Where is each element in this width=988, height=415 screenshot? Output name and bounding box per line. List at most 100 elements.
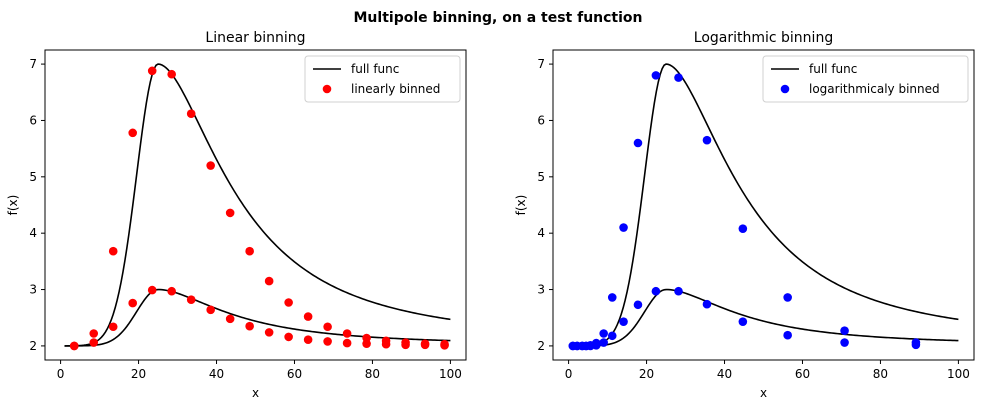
legend-marker-swatch (780, 84, 790, 94)
binned-point (245, 246, 254, 256)
subplot-2: Logarithmic binning 0 20 40 60 80 100 2 3 4 5 6 7 x f(… (514, 30, 975, 400)
binned-point (225, 208, 235, 218)
y-axis-label: f(x) (6, 195, 20, 216)
x-tick-label: 20 (639, 367, 654, 381)
x-tick-label: 40 (209, 367, 224, 381)
binned-point (323, 322, 332, 332)
binned-point (783, 293, 792, 302)
x-axis-label: x (760, 386, 767, 400)
binned-point (420, 340, 430, 350)
binned-point (633, 138, 643, 148)
x-tick-label: 0 (57, 367, 65, 381)
subplot-title: Logarithmic binning (694, 30, 833, 46)
binned-point (303, 335, 313, 345)
x-tick-label: 80 (873, 367, 888, 381)
x-tick-label: 100 (439, 367, 462, 381)
binned-point (738, 317, 748, 326)
y-tick-label: 7 (537, 57, 545, 71)
y-tick-label: 6 (29, 113, 37, 127)
binned-point (651, 71, 661, 80)
binned-point (342, 338, 352, 348)
y-tick-label: 2 (29, 339, 37, 353)
binned-point (89, 338, 99, 347)
binned-point (619, 223, 628, 232)
binned-point (607, 331, 617, 341)
y-tick-label: 5 (29, 170, 37, 184)
binned-point (401, 340, 410, 350)
binned-point (911, 340, 921, 350)
subplot-title: Linear binning (205, 30, 305, 46)
binned-point (186, 109, 196, 118)
x-tick-label: 60 (795, 367, 810, 381)
binned-point (381, 339, 391, 349)
y-tick-label: 4 (29, 226, 37, 240)
binned-point (323, 337, 332, 346)
x-tick-label: 0 (565, 367, 573, 381)
binned-point (702, 299, 712, 309)
y-tick-label: 6 (537, 113, 545, 127)
binned-point (284, 298, 293, 307)
binned-point (840, 338, 849, 347)
subplot-1: Linear binning 0 20 40 60 80 100 2 3 4 5 6 7 x f(x) ful… (6, 30, 467, 400)
y-tick-label: 2 (537, 339, 545, 353)
y-tick-label: 4 (537, 226, 545, 240)
binned-point (128, 128, 138, 138)
x-tick-label: 20 (131, 367, 146, 381)
x-tick-label: 80 (365, 367, 380, 381)
full-func-line-lower (64, 288, 451, 347)
binned-point (362, 339, 371, 348)
binned-point (303, 312, 313, 321)
full-func-line-upper (572, 63, 959, 347)
y-tick-label: 7 (29, 57, 37, 71)
y-axis-label: f(x) (514, 195, 528, 216)
binned-point (108, 322, 118, 332)
binned-point (651, 286, 661, 296)
y-tick-label: 5 (537, 170, 545, 184)
binned-point (206, 305, 215, 315)
binned-point (225, 314, 235, 324)
figure-title: Multipole binning, on a test function (354, 10, 643, 26)
binned-point (738, 224, 748, 233)
legend-label-full-func: full func (809, 62, 857, 76)
binned-point (342, 329, 352, 338)
full-func-line-lower (572, 288, 959, 347)
binned-point (264, 328, 274, 337)
axes-frame (44, 49, 467, 361)
legend-frame (304, 55, 461, 103)
full-func-line-upper (64, 63, 451, 347)
binned-point (840, 326, 849, 335)
binned-point (633, 300, 643, 310)
binned-point (599, 329, 608, 338)
binned-point (186, 295, 196, 304)
binned-point (89, 329, 99, 338)
binned-point (674, 73, 683, 82)
x-axis-label: x (252, 386, 259, 400)
binned-point (619, 317, 628, 326)
binned-point (783, 330, 792, 340)
binned-point (128, 298, 138, 308)
binned-point (284, 332, 293, 342)
binned-point (591, 341, 601, 350)
x-tick-label: 100 (947, 367, 970, 381)
legend: full func linearly binned (304, 55, 461, 103)
binned-point (440, 341, 449, 350)
binned-point (108, 246, 118, 256)
y-tick-label: 3 (537, 283, 545, 297)
legend-label-full-func: full func (351, 62, 399, 76)
binned-point (599, 338, 608, 347)
binned-point (674, 286, 683, 296)
x-tick-label: 40 (717, 367, 732, 381)
binned-point (206, 161, 215, 170)
binned-point (167, 69, 176, 79)
legend-label-binned: logarithmicaly binned (809, 82, 940, 96)
binned-point (167, 286, 176, 296)
binned-point (702, 135, 712, 145)
binned-point (607, 293, 617, 302)
legend-label-binned: linearly binned (351, 82, 440, 96)
legend: full func logarithmicaly binned (762, 55, 969, 103)
y-tick-label: 3 (29, 283, 37, 297)
axes-frame (552, 49, 975, 361)
legend-marker-swatch (322, 84, 332, 94)
binned-point (69, 341, 79, 351)
